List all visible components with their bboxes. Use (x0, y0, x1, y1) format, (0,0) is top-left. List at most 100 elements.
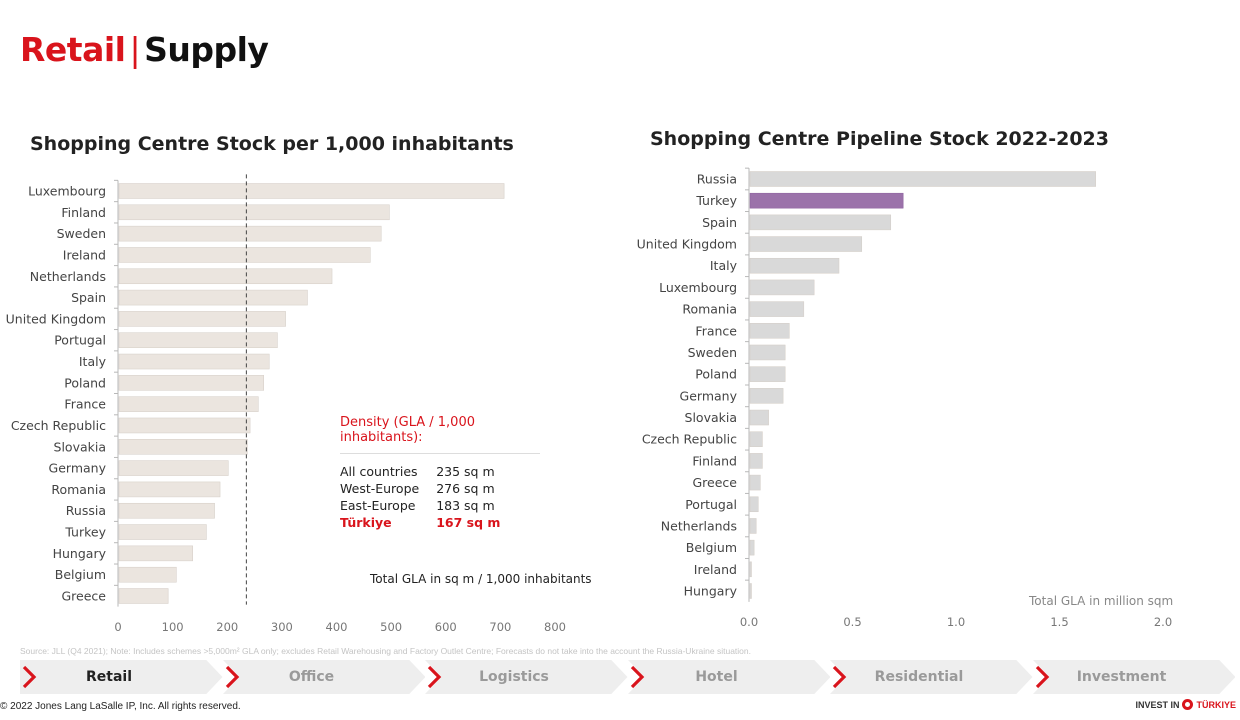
x-tick-label: 400 (326, 620, 348, 634)
category-label: Turkey (64, 525, 106, 540)
category-label: Finland (692, 453, 737, 468)
bar (749, 409, 769, 426)
chevron-right-icon (225, 665, 239, 689)
category-label: Italy (710, 258, 738, 273)
bar (118, 460, 229, 476)
density-row: All countries 235 sq m (340, 464, 517, 481)
nav-item-hotel[interactable]: Hotel (627, 660, 830, 694)
chevron-right-icon (1035, 665, 1049, 689)
bar (118, 545, 193, 562)
nav-item-label: Investment (1076, 669, 1167, 685)
left-chart: Luxembourg Finland Sweden Ireland Netherland… (6, 174, 566, 634)
category-label: Portugal (54, 333, 106, 348)
category-label: Luxembourg (659, 280, 737, 295)
category-label: France (695, 323, 737, 338)
category-label: Greece (62, 589, 107, 604)
bar-highlight (749, 192, 904, 209)
category-label: Germany (680, 388, 738, 403)
chevron-right-icon (832, 665, 847, 689)
bar (118, 225, 382, 242)
page-title: Retail | Supply (20, 30, 269, 69)
category-label: Belgium (55, 567, 106, 582)
density-label: Türkiye (340, 515, 392, 530)
density-row-highlight: Türkiye 167 sq m (340, 515, 517, 532)
category-label: Portugal (685, 497, 737, 512)
density-value: 183 sq m (436, 498, 495, 513)
density-value: 276 sq m (436, 481, 495, 496)
category-label: Hungary (53, 546, 107, 561)
bar (749, 518, 757, 534)
nav-item-investment[interactable]: Investment (1032, 660, 1235, 694)
density-row: East-Europe 183 sq m (340, 498, 517, 515)
bar (749, 561, 752, 578)
bar (749, 171, 1096, 187)
bar (749, 453, 763, 469)
category-label: Hungary (684, 584, 738, 599)
category-label: United Kingdom (6, 311, 106, 326)
nav-item-label: Residential (874, 669, 964, 685)
right-chart-unit-note: Total GLA in million sqm (1029, 594, 1174, 608)
bar (118, 481, 221, 498)
category-label: Romania (682, 302, 737, 317)
nav-item-residential[interactable]: Residential (830, 660, 1033, 694)
nav-item-label: Logistics (479, 669, 549, 685)
bar (118, 375, 265, 391)
right-chart: Russia Turkey Spain United Kingdom Italy Luxe… (637, 167, 1172, 629)
category-label: Poland (695, 367, 737, 382)
bar (749, 431, 763, 447)
bar (749, 323, 790, 339)
category-label: Spain (71, 290, 106, 305)
category-label: Russia (697, 172, 737, 187)
page-title-section: Retail (20, 30, 126, 69)
bar (118, 439, 248, 455)
category-label: Czech Republic (11, 418, 106, 433)
copyright: © 2022 Jones Lang LaSalle IP, Inc. All r… (0, 701, 241, 712)
x-tick-label: 800 (544, 620, 566, 634)
x-tick-label: 1.5 (1050, 615, 1068, 629)
category-label: Poland (64, 375, 106, 390)
category-label: Netherlands (661, 518, 737, 533)
category-label: Italy (79, 354, 107, 369)
nav-item-retail[interactable]: Retail (20, 660, 223, 694)
category-label: Netherlands (30, 269, 106, 284)
nav-item-background (830, 660, 1033, 694)
category-label: Ireland (63, 247, 106, 262)
chevron-right-icon (630, 665, 644, 689)
category-label: Romania (51, 482, 106, 497)
x-tick-label: 1.0 (947, 615, 965, 629)
brand-text-invest: INVEST IN (1135, 699, 1180, 710)
bar (749, 344, 786, 361)
bar (749, 539, 755, 556)
bar (118, 332, 278, 348)
x-tick-label: 2.0 (1154, 615, 1172, 629)
chevron-right-icon (427, 665, 442, 689)
left-chart-title: Shopping Centre Stock per 1,000 inhabita… (30, 133, 514, 155)
bar (118, 502, 215, 519)
nav-item-label: Office (288, 669, 335, 685)
nav-item-background (627, 660, 830, 694)
density-label: All countries (340, 464, 418, 479)
bar (749, 474, 761, 491)
bar (749, 496, 759, 513)
nav-item-background (222, 660, 425, 694)
bar (118, 247, 371, 263)
bar (118, 204, 390, 221)
bar (118, 289, 308, 306)
category-label: Czech Republic (642, 432, 737, 447)
x-tick-label: 0 (114, 620, 121, 634)
bar (749, 214, 892, 231)
category-label: Russia (66, 503, 106, 518)
nav-item-office[interactable]: Office (222, 660, 425, 694)
category-label: Sweden (57, 226, 106, 241)
bar (118, 396, 259, 412)
category-label: France (64, 397, 106, 412)
bar (118, 417, 251, 434)
category-label: Slovakia (685, 410, 737, 425)
nav-item-logistics[interactable]: Logistics (425, 660, 628, 694)
density-row: West-Europe 276 sq m (340, 481, 517, 498)
density-box: Density (GLA / 1,000 inhabitants): All c… (340, 415, 540, 532)
nav-item-background (1032, 660, 1235, 694)
category-label: Luxembourg (28, 184, 106, 199)
category-label: Slovakia (54, 439, 106, 454)
category-label: Turkey (695, 193, 737, 208)
